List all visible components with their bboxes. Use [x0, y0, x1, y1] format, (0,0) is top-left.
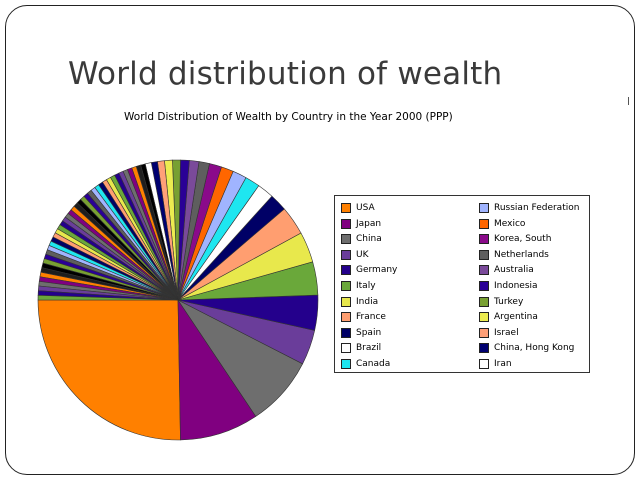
legend-item: Russian Federation	[479, 201, 579, 215]
legend-label: Spain	[356, 327, 382, 338]
legend-swatch	[479, 327, 489, 338]
chart-legend: USA Japan China UK Germany Italy India France Sp…	[334, 195, 590, 373]
legend-label: France	[356, 312, 386, 323]
legend-item: Spain	[341, 326, 381, 340]
legend-label: Iran	[494, 359, 512, 369]
title-divider	[628, 97, 629, 105]
legend-item: Turkey	[479, 295, 523, 309]
legend-item: Indonesia	[479, 279, 538, 293]
legend-item: Mexico	[479, 217, 525, 231]
legend-swatch	[479, 218, 489, 229]
legend-label: Israel	[494, 327, 519, 338]
legend-label: Turkey	[494, 296, 524, 307]
legend-item: Australia	[479, 263, 534, 277]
pie-slice-usa	[37, 299, 181, 441]
legend-swatch	[479, 265, 489, 276]
legend-swatch	[479, 312, 489, 323]
legend-swatch	[479, 234, 489, 245]
legend-item: Israel	[479, 326, 519, 340]
legend-label: USA	[356, 203, 375, 213]
legend-swatch	[341, 218, 351, 229]
legend-swatch	[479, 359, 489, 369]
legend-label: Canada	[356, 359, 391, 369]
legend-item: Netherlands	[479, 248, 549, 262]
legend-item: Brazil	[341, 341, 381, 355]
pie-slice-other	[37, 295, 179, 301]
legend-item: Iran	[479, 357, 512, 371]
legend-item: USA	[341, 201, 375, 215]
legend-label: China	[356, 234, 382, 245]
legend-label: Mexico	[494, 218, 526, 229]
legend-item: Germany	[341, 263, 397, 277]
legend-item: Italy	[341, 279, 376, 293]
legend-label: Japan	[356, 218, 382, 229]
legend-swatch	[341, 343, 351, 354]
legend-swatch	[341, 203, 351, 213]
legend-item: Canada	[341, 357, 390, 371]
legend-label: Russian Federation	[494, 203, 580, 213]
legend-item: Korea, South	[479, 232, 551, 246]
legend-swatch	[341, 296, 351, 307]
legend-swatch	[479, 296, 489, 307]
legend-swatch	[479, 249, 489, 260]
legend-item: France	[341, 310, 386, 324]
legend-label: China, Hong Kong	[494, 343, 575, 354]
legend-swatch	[341, 312, 351, 323]
legend-label: Italy	[356, 281, 376, 291]
chart-title: World Distribution of Wealth by Country …	[124, 111, 453, 123]
legend-swatch	[341, 359, 351, 369]
legend-item: China	[341, 232, 382, 246]
legend-item: India	[341, 295, 378, 309]
legend-item: UK	[341, 248, 369, 262]
legend-label: Australia	[494, 265, 534, 276]
legend-label: Netherlands	[494, 249, 549, 260]
legend-swatch	[341, 265, 351, 276]
legend-label: Korea, South	[494, 234, 552, 245]
legend-label: Germany	[356, 265, 398, 276]
legend-swatch	[341, 327, 351, 338]
legend-swatch	[479, 203, 489, 213]
slide-title: World distribution of wealth	[68, 56, 503, 92]
legend-label: Argentina	[494, 312, 538, 323]
legend-label: Brazil	[356, 343, 382, 354]
legend-label: Indonesia	[494, 281, 538, 291]
legend-swatch	[341, 281, 351, 291]
legend-label: UK	[356, 249, 369, 260]
pie-slices	[37, 159, 319, 441]
legend-swatch	[479, 343, 489, 354]
legend-item: China, Hong Kong	[479, 341, 574, 355]
legend-item: Argentina	[479, 310, 538, 324]
pie-slice-japan	[177, 298, 257, 441]
legend-swatch	[479, 281, 489, 291]
legend-swatch	[341, 249, 351, 260]
legend-item: Japan	[341, 217, 381, 231]
legend-swatch	[341, 234, 351, 245]
legend-label: India	[356, 296, 379, 307]
